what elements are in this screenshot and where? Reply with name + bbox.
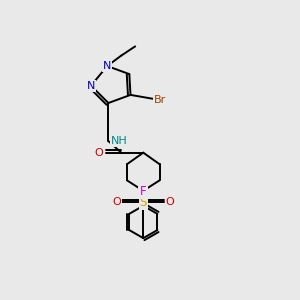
Text: N: N bbox=[139, 186, 148, 196]
Text: O: O bbox=[95, 148, 103, 158]
Text: O: O bbox=[112, 197, 121, 207]
Text: NH: NH bbox=[111, 136, 128, 146]
Text: N: N bbox=[103, 61, 111, 71]
Text: S: S bbox=[140, 196, 147, 209]
Text: F: F bbox=[140, 185, 147, 198]
Text: Br: Br bbox=[153, 94, 166, 104]
Text: O: O bbox=[166, 197, 174, 207]
Text: N: N bbox=[87, 81, 95, 91]
